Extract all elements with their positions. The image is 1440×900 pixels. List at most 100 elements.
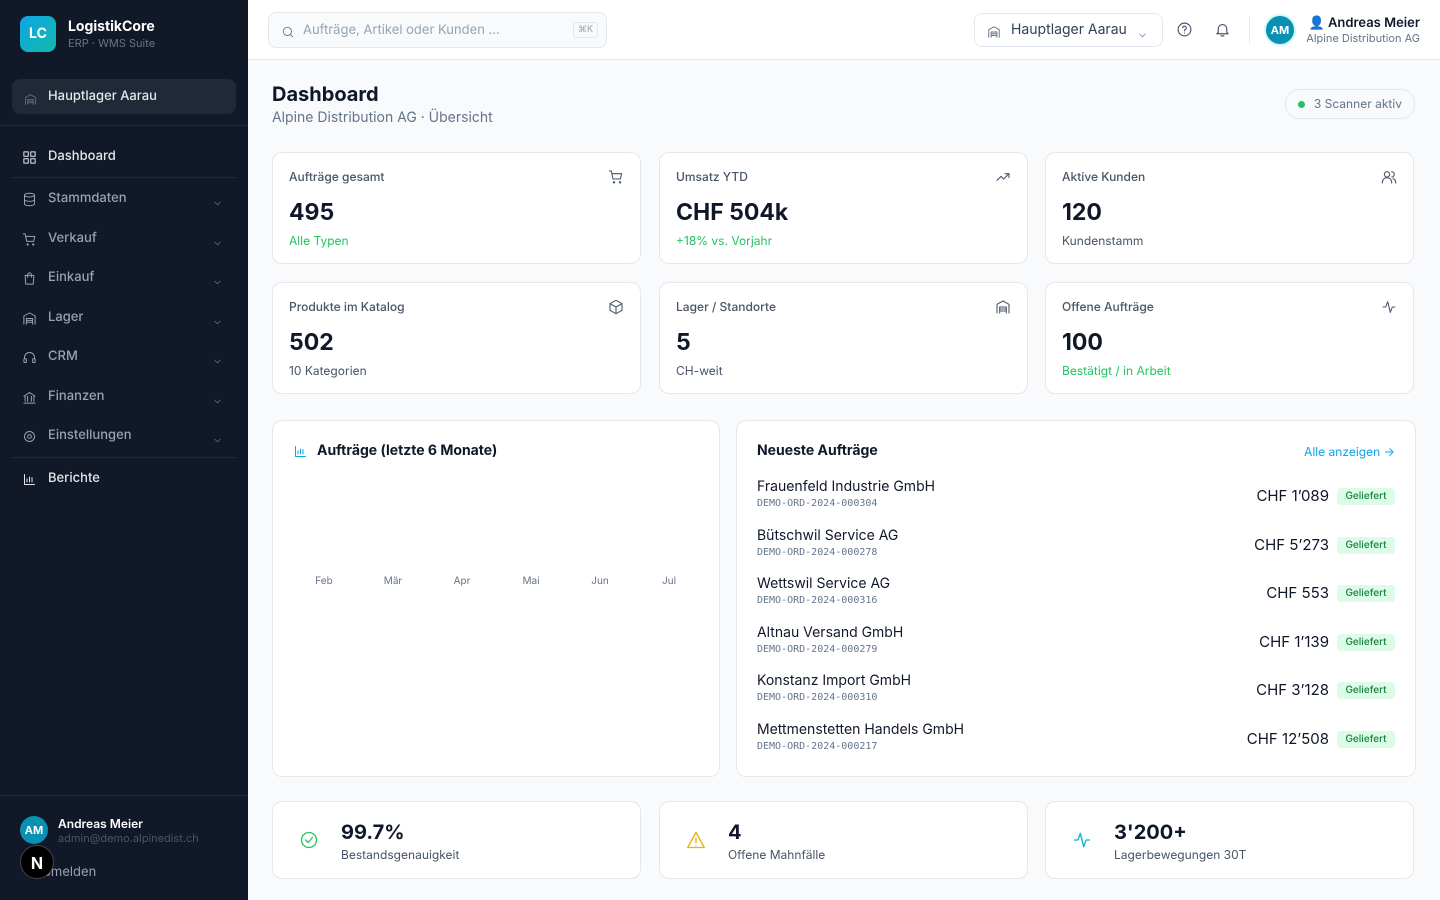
kpi-value: 495 xyxy=(289,198,335,226)
search-icon-svg xyxy=(282,26,294,38)
nav-chevron-svg xyxy=(214,241,221,246)
stat-label: Bestandsgenauigkeit xyxy=(341,847,460,862)
user-avatar: AM xyxy=(20,816,48,844)
nav-chevron-svg xyxy=(214,438,221,443)
kpi-note: 10 Kategorien xyxy=(289,363,367,378)
order-customer: Altnau Versand GmbH xyxy=(757,623,904,641)
divider xyxy=(12,457,236,458)
order-row[interactable]: Wettswil Service AG DEMO-ORD-2024-000316 C… xyxy=(757,575,1395,615)
stat-icon-svg xyxy=(687,831,705,849)
page-subtitle: Alpine Distribution AG · Übersicht xyxy=(272,109,493,126)
warehouse-select[interactable]: Hauptlager Aarau xyxy=(974,13,1163,47)
recent-orders: Neueste Aufträge Alle anzeigen → Frauenfel… xyxy=(736,420,1416,777)
nav-label: Berichte xyxy=(48,470,100,486)
chevron-svg xyxy=(1139,33,1146,38)
stat-value: 99.7% xyxy=(341,820,405,844)
nav-item[interactable]: Berichte xyxy=(12,464,236,492)
nav-icon-svg xyxy=(24,431,35,442)
kpi-value: 120 xyxy=(1062,198,1102,226)
search[interactable]: Aufträge, Artikel oder Kunden ... ⌘K xyxy=(268,12,607,48)
kpi-note: CH-weit xyxy=(676,363,723,378)
stat-card: 3'200+ Lagerbewegungen 30T xyxy=(1045,801,1414,879)
stat-icon xyxy=(686,830,706,850)
location-label: Hauptlager Aarau xyxy=(48,88,157,104)
order-customer: Mettmenstetten Handels GmbH xyxy=(757,721,965,738)
divider xyxy=(0,795,248,796)
nav-chevron xyxy=(212,193,223,206)
stat-icon xyxy=(1072,830,1092,850)
nav-item[interactable]: Einstellungen xyxy=(12,421,236,449)
nav-chevron xyxy=(212,312,223,325)
kpi-icon xyxy=(995,299,1011,315)
nav-icon-svg xyxy=(23,352,36,363)
top-avatar[interactable]: AM xyxy=(1264,14,1296,46)
order-amount: CHF 3’128 xyxy=(1256,680,1329,700)
kpi-icon-svg xyxy=(1382,301,1396,313)
top-user-company: Alpine Distribution AG xyxy=(1306,31,1420,45)
order-row[interactable]: Altnau Versand GmbH DEMO-ORD-2024-000279 C… xyxy=(757,624,1395,664)
divider xyxy=(12,177,236,178)
nav-label: Verkauf xyxy=(48,230,97,246)
x-tick-label: Feb xyxy=(315,575,333,587)
order-number: DEMO-ORD-2024-000310 xyxy=(757,692,878,704)
nav-item[interactable]: Verkauf xyxy=(12,224,236,252)
nav-icon-svg xyxy=(24,192,35,207)
kpi-icon xyxy=(1381,169,1397,185)
nav-item[interactable]: Einkauf xyxy=(12,263,236,291)
search-icon xyxy=(281,23,295,38)
order-status: Geliefert xyxy=(1337,585,1395,603)
search-placeholder: Aufträge, Artikel oder Kunden ... xyxy=(303,22,500,38)
order-status: Geliefert xyxy=(1337,633,1395,651)
stat-icon-svg xyxy=(1073,832,1091,848)
order-customer: Wettswil Service AG xyxy=(757,575,891,593)
kpi-card: Offene Aufträge 100 Bestätigt / in Arbeit xyxy=(1045,282,1414,394)
kpi-icon-svg xyxy=(609,299,623,315)
order-amount: CHF 1’139 xyxy=(1259,631,1329,651)
order-amount: CHF 12’508 xyxy=(1246,729,1329,748)
nav-item[interactable]: Lager xyxy=(12,303,236,331)
kpi-value: 100 xyxy=(1062,328,1103,356)
logo: LC xyxy=(20,16,56,52)
nav-label: Dashboard xyxy=(48,148,116,164)
topbar: Aufträge, Artikel oder Kunden ... ⌘K Haupt… xyxy=(248,0,1440,60)
sidebar: LC LogistikCore ERP · WMS Suite Hauptlager … xyxy=(0,0,248,900)
stat-card: 99.7% Bestandsgenauigkeit xyxy=(272,801,641,879)
kpi-value: 502 xyxy=(289,328,334,356)
kpi-note: Kundenstamm xyxy=(1062,233,1144,248)
nav-item[interactable]: Dashboard xyxy=(12,142,236,170)
brand: LogistikCore xyxy=(68,18,155,35)
order-row[interactable]: Frauenfeld Industrie GmbH DEMO-ORD-2024-0… xyxy=(757,478,1395,518)
order-row[interactable]: Bütschwil Service AG DEMO-ORD-2024-000278… xyxy=(757,527,1395,567)
nav-chevron xyxy=(212,430,223,443)
nav-item[interactable]: CRM xyxy=(12,342,236,370)
status-pill: 3 Scanner aktiv xyxy=(1284,89,1415,119)
chart-icon-svg xyxy=(295,446,306,457)
nav-icon-svg xyxy=(23,312,36,325)
nav-chevron-svg xyxy=(214,320,221,325)
order-row[interactable]: Konstanz Import GmbH DEMO-ORD-2024-000310… xyxy=(757,672,1395,712)
nav-chevron xyxy=(212,272,223,285)
kpi-label: Aktive Kunden xyxy=(1062,169,1146,184)
kpi-note: Bestätigt / in Arbeit xyxy=(1062,363,1171,378)
nav-icon-svg xyxy=(24,272,35,285)
dev-badge: N xyxy=(20,845,54,879)
nav-label: Finanzen xyxy=(48,388,105,404)
nav-icon xyxy=(22,349,37,364)
nav-item[interactable]: Finanzen xyxy=(12,382,236,410)
help-icon xyxy=(1176,21,1193,38)
orders-link[interactable]: Alle anzeigen → xyxy=(1304,444,1395,459)
stat-icon xyxy=(299,830,319,850)
tagline: ERP · WMS Suite xyxy=(68,36,156,50)
chart-title: Aufträge (letzte 6 Monate) xyxy=(317,442,498,459)
nav-item[interactable]: Stammdaten xyxy=(12,184,236,212)
nav-icon xyxy=(22,389,37,404)
nav-chevron xyxy=(212,351,223,364)
kpi-value: 5 xyxy=(676,328,691,356)
order-row[interactable]: Mettmenstetten Handels GmbH DEMO-ORD-2024… xyxy=(757,721,1395,761)
stat-label: Lagerbewegungen 30T xyxy=(1114,847,1247,862)
status-label: 3 Scanner aktiv xyxy=(1313,96,1402,111)
nav-icon-svg xyxy=(23,151,36,164)
location-switch[interactable]: Hauptlager Aarau xyxy=(12,79,236,114)
